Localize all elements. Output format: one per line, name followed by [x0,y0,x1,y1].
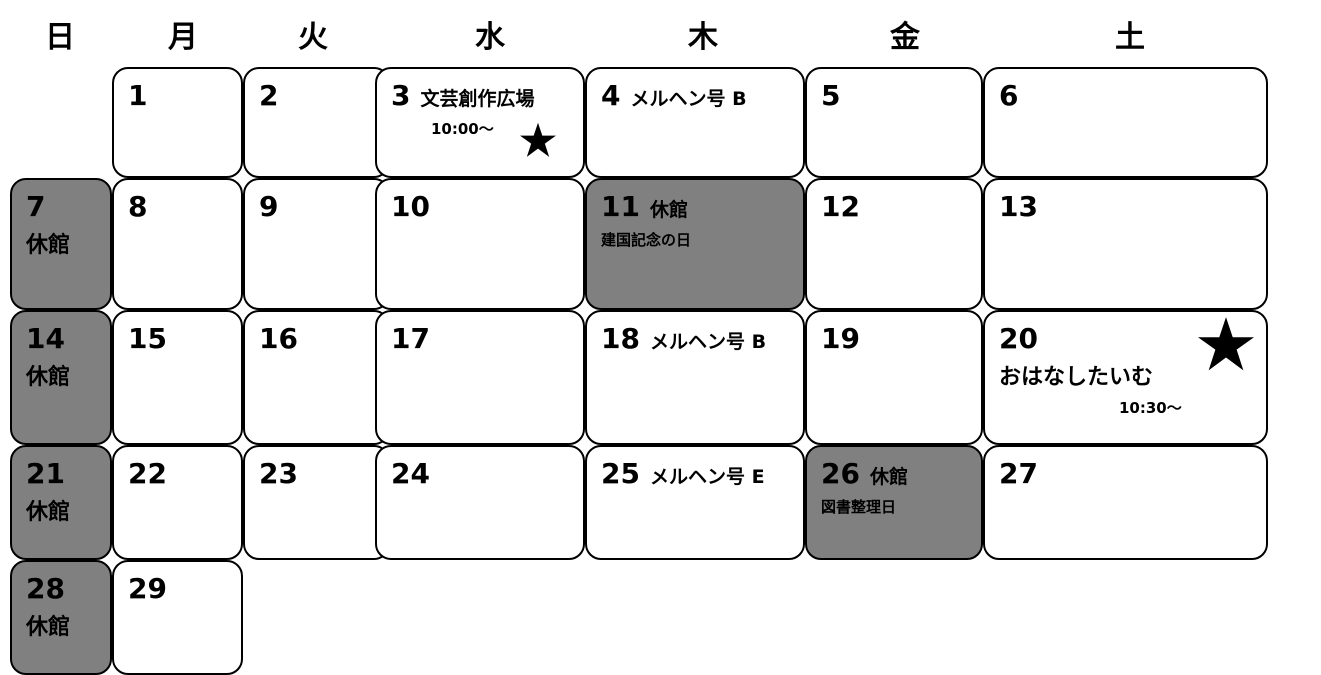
day-cell: 19 [805,310,983,445]
event-note: 休館 [26,500,71,525]
day-number: 17 [391,322,430,355]
day-cell: 8 [112,178,243,310]
event-note: メルヘン号 B [649,331,767,353]
day-number: 29 [128,572,167,605]
day-cell: 23 [243,445,390,560]
day-number: 22 [128,457,167,490]
weekday: 日 [45,20,75,55]
day-number: 12 [821,190,860,223]
event-note: 休館 [26,365,71,390]
day-number: 16 [259,322,298,355]
day-number: 5 [821,79,841,112]
event-note: おはなしたいむ [999,365,1154,390]
day-cell: 16 [243,310,390,445]
day-cell: 2 [243,67,390,178]
event-note: 休館 [26,233,71,258]
event-note: 文芸創作広場 [420,88,535,110]
day-number: 9 [259,190,279,223]
event-note: メルヘン号 E [649,466,765,488]
event-note: 休館 [649,199,688,221]
day-cell: 20 おはなしたいむ 10:30～ [983,310,1268,445]
day-number: 1 [128,79,148,112]
day-number: 25 [601,457,640,490]
day-cell: 27 [983,445,1268,560]
day-cell: 12 [805,178,983,310]
weekday: 土 [1115,20,1145,55]
day-number: 10 [391,190,430,223]
day-cell: 11 休館建国記念の日 [585,178,805,310]
event-note: 休館 [869,466,908,488]
event-note: 10:30～ [1119,399,1182,417]
day-cell: 5 [805,67,983,178]
day-cell: 22 [112,445,243,560]
day-number: 18 [601,322,640,355]
event-note: 建国記念の日 [601,231,692,249]
day-cell: 15 [112,310,243,445]
day-number: 19 [821,322,860,355]
day-cell: 17 [375,310,585,445]
day-number: 28 [26,572,65,605]
day-number: 4 [601,79,621,112]
day-number: 21 [26,457,65,490]
star-icon [520,122,556,157]
day-cell: 3 文芸創作広場 10:00～ [375,67,585,178]
day-number: 7 [26,190,46,223]
day-cell: 9 [243,178,390,310]
weekday: 月 [168,20,198,55]
day-number: 14 [26,322,65,355]
day-cell: 4 メルヘン号 B [585,67,805,178]
day-cell: 13 [983,178,1268,310]
day-number: 20 [999,322,1038,355]
day-cell: 18 メルヘン号 B [585,310,805,445]
day-number: 2 [259,79,279,112]
weekday: 水 [475,20,505,55]
day-cell: 25 メルヘン号 E [585,445,805,560]
weekday: 木 [688,20,718,55]
event-note: メルヘン号 B [630,88,747,110]
day-number: 23 [259,457,298,490]
day-cell: 10 [375,178,585,310]
day-number: 8 [128,190,148,223]
weekday: 金 [890,20,920,55]
day-cell: 21 休館 [10,445,112,560]
day-number: 3 [391,79,411,112]
day-cell: 7 休館 [10,178,112,310]
event-note: 図書整理日 [821,498,897,516]
event-note: 10:00～ [431,120,494,138]
day-number: 24 [391,457,430,490]
day-number: 27 [999,457,1038,490]
day-cell: 26 休館図書整理日 [805,445,983,560]
day-number: 6 [999,79,1019,112]
day-cell: 14 休館 [10,310,112,445]
day-number: 15 [128,322,167,355]
day-cell: 24 [375,445,585,560]
day-cell: 6 [983,67,1268,178]
day-number: 26 [821,457,860,490]
day-number: 11 [601,190,640,223]
day-number: 13 [999,190,1038,223]
day-cell: 28 休館 [10,560,112,675]
day-cell: 29 [112,560,243,675]
day-cell: 1 [112,67,243,178]
weekday: 火 [298,20,328,55]
event-note: 休館 [26,615,71,640]
star-icon [1198,317,1254,371]
